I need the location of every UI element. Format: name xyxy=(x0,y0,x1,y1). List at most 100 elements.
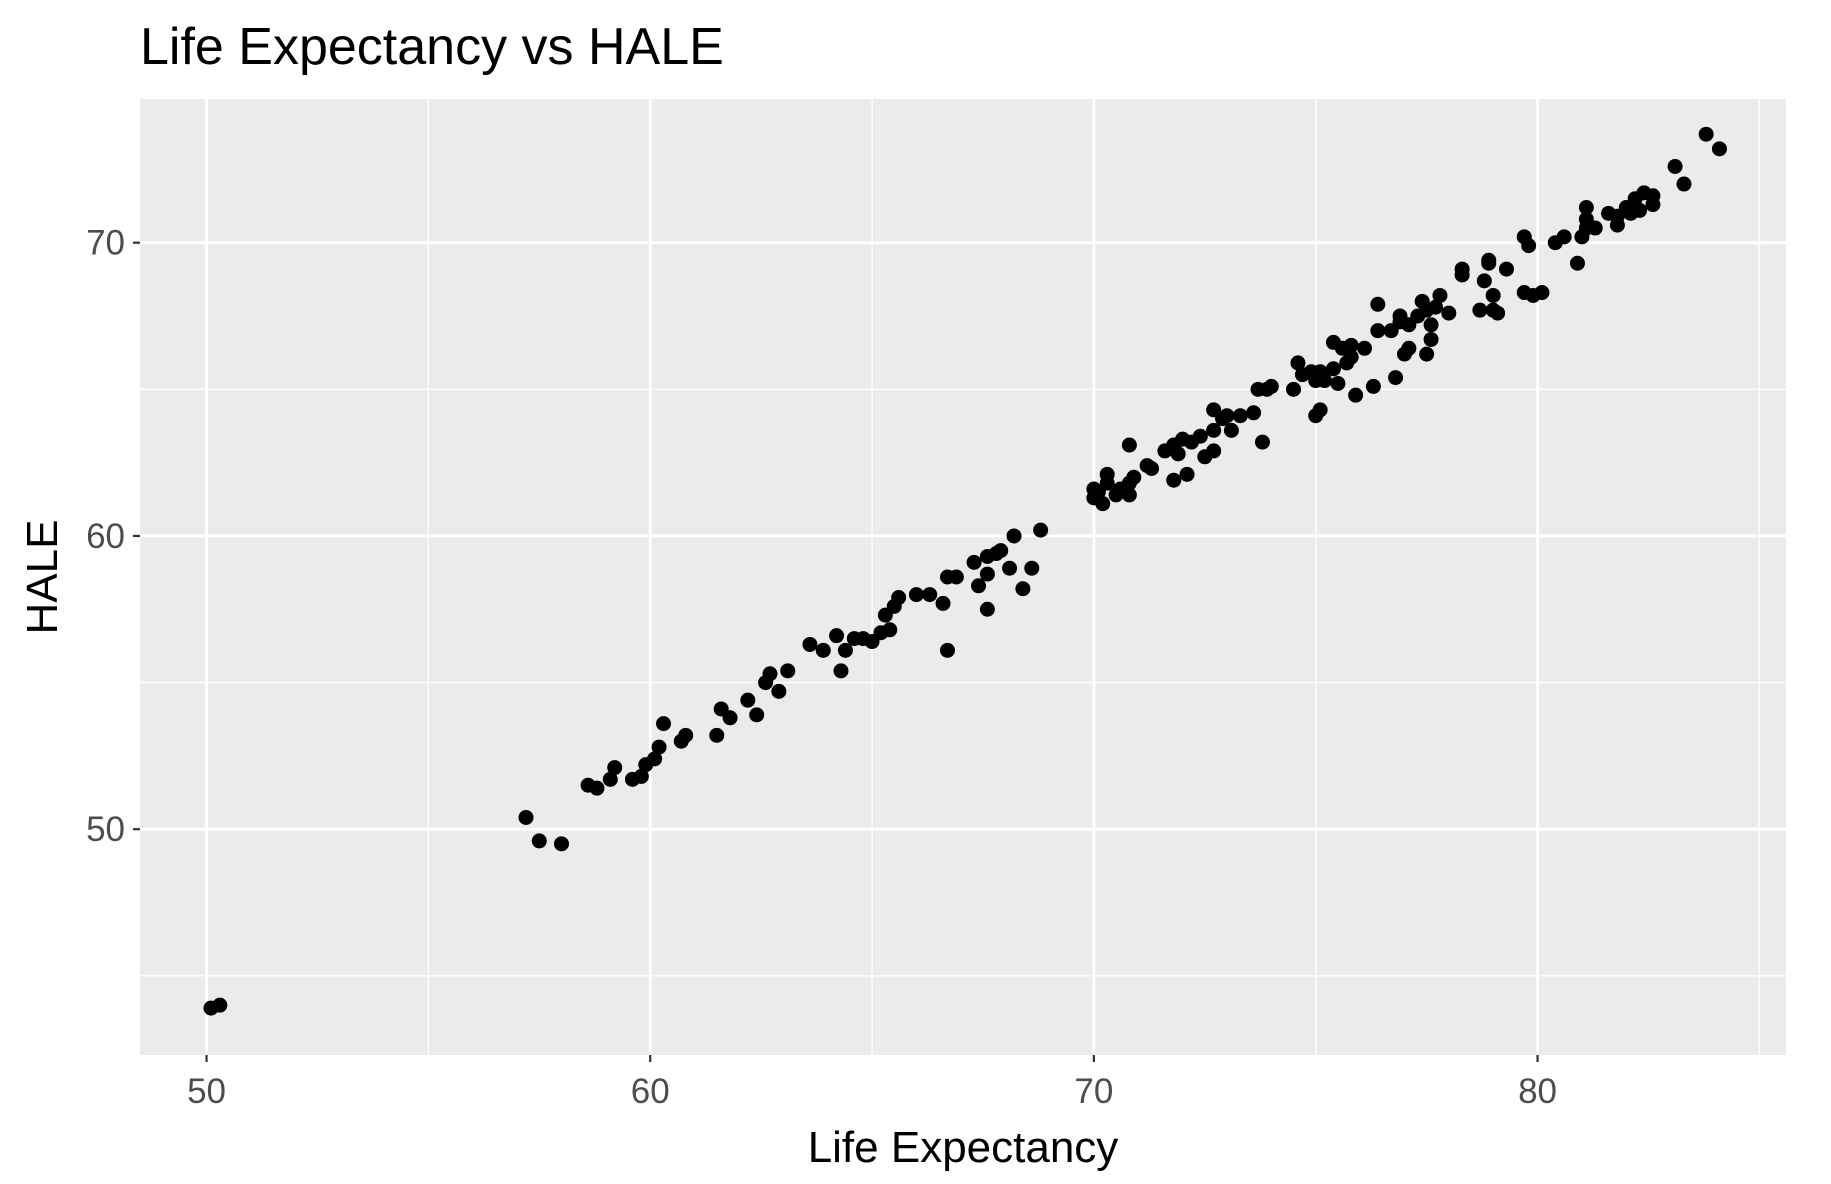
data-point xyxy=(1024,560,1040,576)
data-point xyxy=(837,642,853,658)
data-point xyxy=(802,636,818,652)
data-point xyxy=(518,809,534,825)
data-point xyxy=(891,590,907,606)
data-point xyxy=(780,663,796,679)
data-point xyxy=(1476,273,1492,289)
data-point xyxy=(1343,349,1359,365)
data-point xyxy=(1170,446,1186,462)
data-point xyxy=(1388,370,1404,386)
data-point xyxy=(935,595,951,611)
data-point xyxy=(1232,408,1248,424)
data-point xyxy=(1419,346,1435,362)
data-point xyxy=(1006,528,1022,544)
data-point xyxy=(1192,428,1208,444)
data-point xyxy=(882,622,898,638)
data-point xyxy=(1126,469,1142,485)
data-point xyxy=(1246,405,1262,421)
y-axis-title: HALE xyxy=(18,520,67,635)
data-point xyxy=(815,642,831,658)
data-point xyxy=(1423,317,1439,333)
data-point xyxy=(1166,472,1182,488)
data-point xyxy=(1521,238,1537,254)
data-point xyxy=(1569,255,1585,271)
data-point xyxy=(602,771,618,787)
data-point xyxy=(589,780,605,796)
data-point xyxy=(1330,375,1346,391)
data-point xyxy=(762,666,778,682)
data-point xyxy=(1286,381,1302,397)
data-point xyxy=(1428,299,1444,315)
axis-ticks xyxy=(133,241,1539,1062)
x-axis-tick-labels: 50 60 70 80 xyxy=(187,1072,1557,1111)
data-point xyxy=(1498,261,1514,277)
data-point xyxy=(922,587,938,603)
data-point xyxy=(1263,378,1279,394)
grid-lines xyxy=(140,99,1786,1055)
data-point xyxy=(1223,422,1239,438)
data-point xyxy=(1095,496,1111,512)
data-point xyxy=(1254,434,1270,450)
data-point xyxy=(651,739,667,755)
data-point xyxy=(1481,252,1497,268)
data-point xyxy=(1587,220,1603,236)
data-points xyxy=(203,126,1727,1016)
data-point xyxy=(678,727,694,743)
data-point xyxy=(1698,126,1714,142)
data-point xyxy=(1632,202,1648,218)
data-point xyxy=(771,683,787,699)
data-point xyxy=(740,692,756,708)
data-point xyxy=(1370,296,1386,312)
data-point xyxy=(1357,340,1373,356)
x-tick-label: 60 xyxy=(631,1072,670,1111)
data-point xyxy=(829,628,845,644)
data-point xyxy=(749,707,765,723)
data-point xyxy=(607,760,623,776)
chart-title: Life Expectancy vs HALE xyxy=(140,18,724,76)
data-point xyxy=(1144,460,1160,476)
data-point xyxy=(1423,331,1439,347)
data-point xyxy=(531,833,547,849)
data-point xyxy=(1454,261,1470,277)
data-point xyxy=(1121,487,1137,503)
data-point xyxy=(1317,373,1333,389)
data-point xyxy=(1343,337,1359,353)
data-point xyxy=(1348,387,1364,403)
data-point xyxy=(1578,200,1594,216)
data-point xyxy=(1325,361,1341,377)
data-point xyxy=(1206,443,1222,459)
data-point xyxy=(1472,302,1488,318)
data-point xyxy=(1002,560,1018,576)
data-point xyxy=(1206,422,1222,438)
data-point xyxy=(1676,176,1692,192)
data-point xyxy=(979,566,995,582)
data-point xyxy=(1099,466,1115,482)
data-point xyxy=(1485,287,1501,303)
data-point xyxy=(212,997,228,1013)
data-point xyxy=(1121,437,1137,453)
data-point xyxy=(656,716,672,732)
x-tick-label: 80 xyxy=(1518,1072,1557,1111)
data-point xyxy=(948,569,964,585)
data-point xyxy=(966,554,982,570)
data-point xyxy=(1534,285,1550,301)
data-point xyxy=(1312,402,1328,418)
y-tick-label: 50 xyxy=(86,810,125,849)
data-point xyxy=(1667,158,1683,174)
data-point xyxy=(979,601,995,617)
data-point xyxy=(553,836,569,852)
data-point xyxy=(647,751,663,767)
y-tick-label: 60 xyxy=(86,517,125,556)
data-point xyxy=(1441,305,1457,321)
data-point xyxy=(1033,522,1049,538)
data-point xyxy=(1370,323,1386,339)
x-tick-label: 70 xyxy=(1074,1072,1113,1111)
data-point xyxy=(993,543,1009,559)
y-axis-tick-labels: 50 60 70 xyxy=(86,224,125,850)
data-point xyxy=(709,727,725,743)
data-point xyxy=(1609,217,1625,233)
data-point xyxy=(1432,287,1448,303)
y-tick-label: 70 xyxy=(86,224,125,263)
data-point xyxy=(1179,466,1195,482)
data-point xyxy=(1645,188,1661,204)
